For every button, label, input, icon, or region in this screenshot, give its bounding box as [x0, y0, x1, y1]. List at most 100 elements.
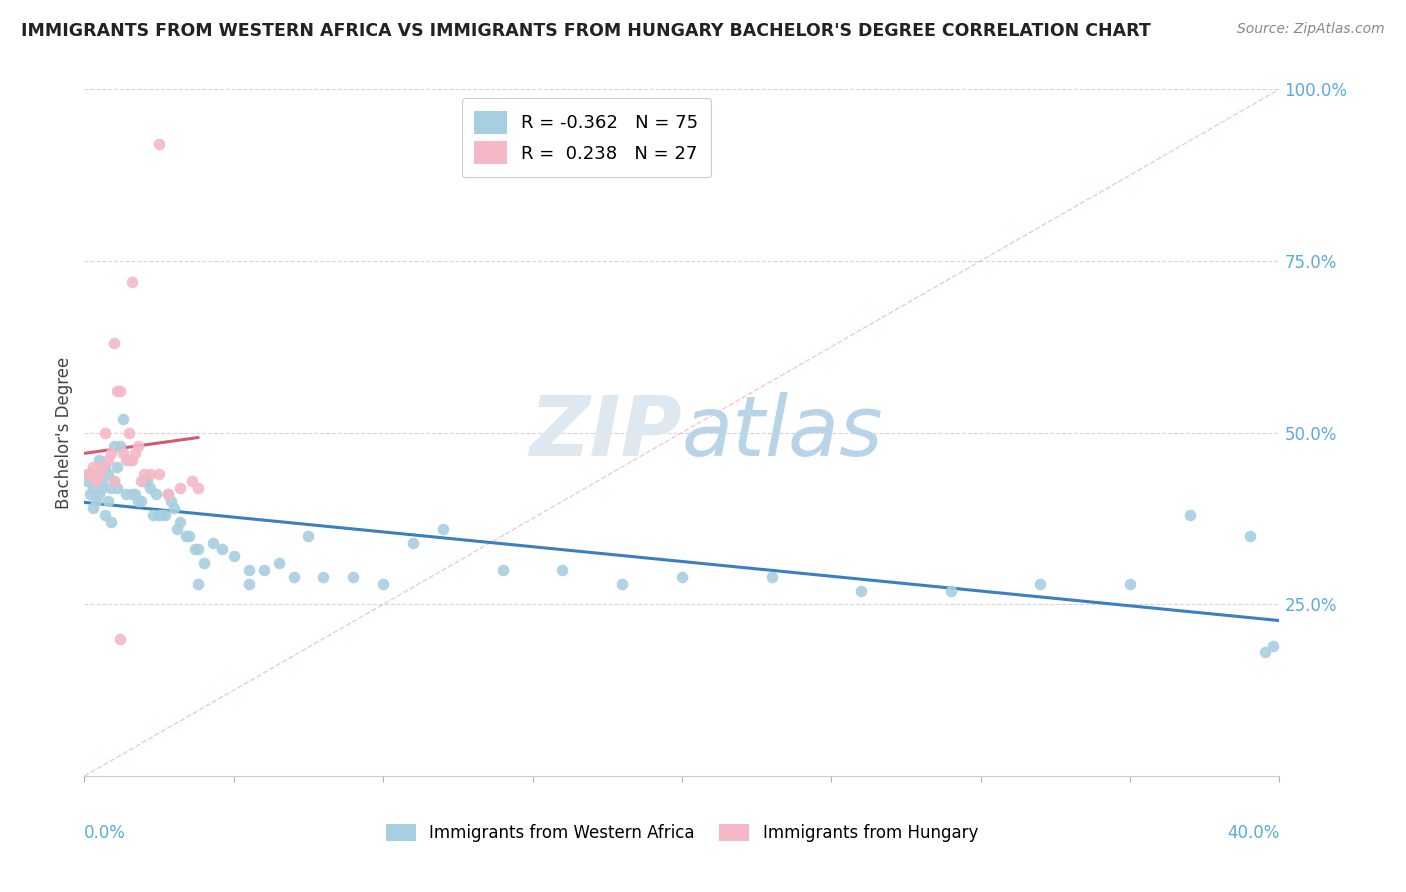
Point [110, 439, 132, 453]
Point [103, 474, 125, 488]
Point [94, 460, 117, 475]
Point [283, 570, 305, 584]
Point [851, 583, 873, 598]
Point [91, 481, 114, 495]
Point [94, 425, 117, 440]
Point [145, 487, 167, 501]
Point [139, 467, 162, 481]
Point [312, 570, 335, 584]
Point [124, 446, 146, 460]
Point [142, 508, 165, 522]
Point [91, 474, 114, 488]
Point [82, 481, 104, 495]
Point [121, 453, 143, 467]
Point [89, 467, 111, 481]
Point [761, 570, 783, 584]
Point [148, 508, 170, 522]
Point [1119, 576, 1142, 591]
Point [127, 439, 149, 453]
Point [238, 576, 260, 591]
Text: atlas: atlas [682, 392, 883, 473]
Point [118, 453, 141, 467]
Point [118, 425, 141, 440]
Point [121, 275, 143, 289]
Point [238, 563, 260, 577]
Point [169, 481, 191, 495]
Point [100, 515, 122, 529]
Point [86, 494, 108, 508]
Point [1263, 639, 1285, 653]
Point [100, 446, 122, 460]
Point [187, 542, 209, 557]
Point [91, 460, 114, 475]
Legend: Immigrants from Western Africa, Immigrants from Hungary: Immigrants from Western Africa, Immigran… [377, 815, 987, 850]
Point [166, 522, 188, 536]
Point [124, 487, 146, 501]
Point [103, 336, 125, 351]
Point [181, 474, 204, 488]
Point [97, 494, 120, 508]
Point [121, 487, 143, 501]
Point [1239, 528, 1261, 542]
Point [492, 563, 515, 577]
Point [373, 576, 395, 591]
Point [82, 501, 104, 516]
Point [1253, 645, 1275, 659]
Point [222, 549, 245, 564]
Point [187, 481, 209, 495]
Point [94, 508, 117, 522]
Text: ZIP: ZIP [529, 392, 682, 473]
Point [169, 515, 191, 529]
Point [110, 384, 132, 399]
Point [402, 535, 425, 549]
Point [153, 508, 176, 522]
Point [89, 453, 111, 467]
Point [253, 563, 276, 577]
Point [127, 494, 149, 508]
Point [150, 508, 173, 522]
Point [79, 467, 101, 481]
Point [82, 460, 104, 475]
Point [103, 439, 125, 453]
Point [129, 494, 152, 508]
Point [160, 494, 183, 508]
Point [157, 487, 180, 501]
Point [201, 535, 224, 549]
Point [105, 384, 128, 399]
Point [177, 528, 200, 542]
Point [939, 583, 962, 598]
Y-axis label: Bachelor's Degree: Bachelor's Degree [55, 357, 73, 508]
Point [97, 467, 120, 481]
Point [136, 474, 159, 488]
Text: 0.0%: 0.0% [84, 824, 127, 842]
Point [267, 556, 290, 570]
Text: IMMIGRANTS FROM WESTERN AFRICA VS IMMIGRANTS FROM HUNGARY BACHELOR'S DEGREE CORR: IMMIGRANTS FROM WESTERN AFRICA VS IMMIGR… [21, 22, 1152, 40]
Point [342, 570, 364, 584]
Point [157, 487, 180, 501]
Point [115, 487, 138, 501]
Point [184, 542, 207, 557]
Point [163, 501, 186, 516]
Point [187, 576, 209, 591]
Text: Source: ZipAtlas.com: Source: ZipAtlas.com [1237, 22, 1385, 37]
Point [105, 460, 128, 475]
Point [115, 453, 138, 467]
Point [76, 474, 98, 488]
Point [100, 481, 122, 495]
Point [139, 481, 162, 495]
Point [1029, 576, 1052, 591]
Point [1178, 508, 1201, 522]
Point [112, 412, 135, 426]
Point [551, 563, 574, 577]
Point [297, 528, 319, 542]
Point [148, 467, 170, 481]
Point [132, 467, 156, 481]
Point [79, 467, 101, 481]
Point [432, 522, 454, 536]
Point [129, 474, 152, 488]
Point [211, 542, 233, 557]
Point [148, 137, 170, 152]
Point [86, 474, 108, 488]
Point [97, 453, 120, 467]
Point [105, 481, 128, 495]
